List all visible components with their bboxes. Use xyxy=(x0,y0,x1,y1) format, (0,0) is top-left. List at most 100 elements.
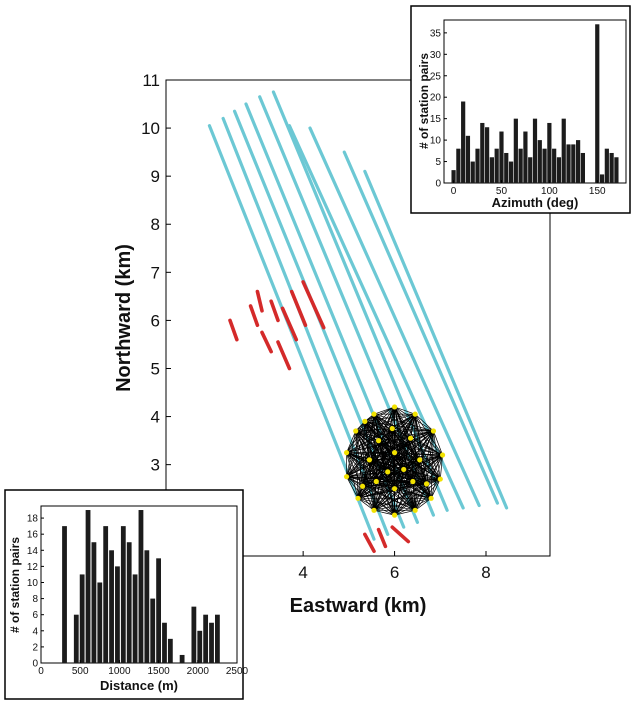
distance-bar-5 xyxy=(85,510,91,663)
pair-line xyxy=(439,454,443,480)
azimuth-x-tick-label: 0 xyxy=(451,186,457,197)
station-1 xyxy=(391,404,398,410)
distance-x-axis-label: Distance (m) xyxy=(100,678,178,693)
azimuth-x-tick-label: 50 xyxy=(496,186,508,197)
azimuth-bar-28 xyxy=(580,152,585,183)
pair-line xyxy=(362,440,379,487)
distance-bar-6 xyxy=(91,542,97,663)
pair-line xyxy=(394,438,411,489)
azimuth-x-tick-label: 100 xyxy=(541,186,558,197)
pair-line xyxy=(378,440,389,472)
station-7 xyxy=(412,507,418,513)
station-5 xyxy=(437,476,443,482)
azimuth-y-tick-label: 15 xyxy=(430,114,442,125)
highlighted-segment-5 xyxy=(280,306,299,342)
pair-line xyxy=(419,459,441,480)
azimuth-x-ticks: 0 50 100 150 xyxy=(451,180,606,197)
main-y-tick-label: 9 xyxy=(151,167,160,186)
pair-line xyxy=(369,440,379,460)
pair-line xyxy=(414,430,434,511)
pair-line xyxy=(376,481,427,485)
distance-bar-27 xyxy=(215,614,220,663)
distance-bar-16 xyxy=(150,598,156,663)
azimuth-y-tick-label: 25 xyxy=(430,71,442,82)
distance-y-tick-label: 0 xyxy=(32,659,38,670)
azimuth-bar-33 xyxy=(604,148,609,183)
survey-line-8 xyxy=(308,126,481,508)
station-22 xyxy=(375,438,382,444)
distance-y-tick-label: 4 xyxy=(32,626,38,637)
station-13 xyxy=(353,428,359,434)
main-y-tick-label: 10 xyxy=(141,119,160,138)
pair-line xyxy=(419,459,427,484)
pair-line xyxy=(355,430,377,482)
pair-line xyxy=(394,483,427,516)
pair-line xyxy=(412,459,421,482)
station-26 xyxy=(362,418,368,424)
azimuth-bar-7 xyxy=(480,122,485,183)
pair-line xyxy=(364,421,420,461)
stations xyxy=(343,404,446,518)
azimuth-bar-12 xyxy=(504,152,509,183)
main-x-tick-label: 6 xyxy=(390,563,399,582)
azimuth-bar-27 xyxy=(576,140,581,183)
pair-line xyxy=(357,498,375,511)
pair-line xyxy=(364,421,393,429)
pair-line xyxy=(394,452,420,461)
pair-line xyxy=(375,440,379,482)
pair-line xyxy=(375,428,393,482)
distance-bar-24 xyxy=(197,630,203,663)
azimuth-bar-17 xyxy=(528,157,533,183)
azimuth-bar-3 xyxy=(461,101,466,183)
pair-line xyxy=(394,406,416,415)
pair-line xyxy=(373,509,395,516)
distance-bar-7 xyxy=(97,582,103,663)
pair-line xyxy=(362,481,413,487)
distance-x-tick-label: 500 xyxy=(72,666,89,677)
pair-line xyxy=(394,452,441,480)
azimuth-bar-21 xyxy=(547,122,552,183)
pair-line xyxy=(414,498,432,511)
distance-y-tick-label: 12 xyxy=(27,562,39,573)
pair-line xyxy=(391,428,405,470)
survey-line-7 xyxy=(287,124,465,510)
azimuth-bar-25 xyxy=(566,144,571,183)
pair-line xyxy=(364,421,411,439)
station-2 xyxy=(412,411,418,417)
distance-y-tick-label: 18 xyxy=(27,514,39,525)
azimuth-inset: 0 50 100 150 0 5 10 15 20 25 30 35 Azimuth (deg) #… xyxy=(410,5,631,214)
distance-bar-4 xyxy=(79,574,85,663)
azimuth-y-ticks: 0 5 10 15 20 25 30 35 xyxy=(430,28,447,190)
main-y-tick-label: 6 xyxy=(151,311,160,330)
station-27 xyxy=(423,481,430,487)
pair-line xyxy=(387,469,404,473)
azimuth-bar-20 xyxy=(542,148,547,183)
survey-line-9 xyxy=(342,150,500,505)
distance-y-ticks: 0 2 4 6 8 10 12 14 16 18 xyxy=(27,514,44,670)
main-x-tick-label: 8 xyxy=(481,563,490,582)
main-y-tick-label: 3 xyxy=(151,456,160,475)
distance-bars xyxy=(62,510,220,663)
pair-line xyxy=(362,452,395,487)
pair-line xyxy=(392,428,411,439)
distance-bar-21 xyxy=(179,654,185,663)
azimuth-bar-32 xyxy=(599,174,605,183)
pair-line xyxy=(369,459,395,489)
azimuth-y-tick-label: 35 xyxy=(430,28,442,39)
pair-line xyxy=(362,421,366,487)
highlighted-segment-11 xyxy=(376,527,388,549)
pair-line xyxy=(433,430,443,456)
azimuth-bar-5 xyxy=(470,161,475,183)
station-21 xyxy=(366,457,373,463)
highlighted-segment-9 xyxy=(276,340,292,371)
station-9 xyxy=(371,507,377,513)
main-y-tick-label: 7 xyxy=(151,263,160,282)
station-4 xyxy=(439,452,446,458)
azimuth-bar-6 xyxy=(475,148,480,183)
distance-inset: 0 500 1000 1500 2000 2500 0 2 4 6 8 10 12 14 16 18 Dis… xyxy=(4,489,249,700)
pair-line xyxy=(391,428,427,485)
azimuth-y-tick-label: 20 xyxy=(430,93,442,104)
station-18 xyxy=(410,478,416,485)
station-19 xyxy=(391,486,398,492)
pair-line xyxy=(346,452,363,487)
